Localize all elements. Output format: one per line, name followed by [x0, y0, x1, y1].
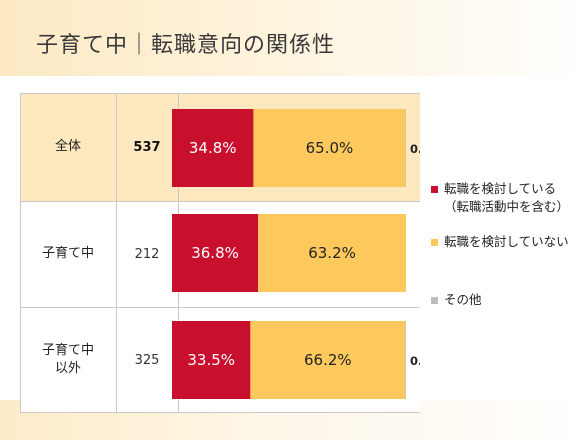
legend-item-not-considering: 転職を検討していない: [431, 233, 569, 251]
bar-segment-considering: [172, 321, 251, 399]
legend-swatch: [431, 297, 438, 304]
legend-item-other: その他: [431, 291, 482, 309]
row-label: 子育て中 以外: [41, 343, 94, 376]
row-label: 子育て中: [41, 246, 94, 262]
grid-line: [20, 412, 420, 413]
grid-line: [20, 201, 420, 202]
row-sample-size: 325: [134, 352, 160, 368]
bar-segment-considering: [172, 109, 254, 187]
legend-label: その他: [444, 292, 482, 307]
chart-table: 全体 子育て中 子育て中 以外 537 212 325 34.8% 65.0% 0.…: [20, 93, 420, 413]
row-sample-size: 537: [133, 139, 161, 155]
legend-item-considering: 転職を検討している （転職活動中を含む）: [431, 180, 569, 216]
data-label-considering: 36.8%: [191, 244, 239, 262]
data-label-other: 0.2%: [410, 142, 420, 156]
grid-line: [116, 93, 117, 413]
bar-segment-not-considering: [258, 214, 406, 292]
bar-segment-not-considering: [253, 109, 406, 187]
data-label-not-considering: 66.2%: [304, 351, 352, 369]
data-label-considering: 33.5%: [187, 351, 235, 369]
row-label: 全体: [54, 139, 81, 155]
legend-label: 転職を検討している （転職活動中を含む）: [444, 181, 570, 215]
row-sample-size: 212: [134, 246, 160, 262]
grid-line: [20, 93, 21, 413]
page-title: 子育て中｜転職意向の関係性: [36, 33, 336, 58]
stacked-bar-plot: 34.8% 65.0% 0.2% 36.8% 63.2% 33.5% 66.2% 0.3%: [172, 109, 420, 399]
grid-line: [20, 307, 420, 308]
legend-label: 転職を検討していない: [444, 234, 569, 249]
title-band: [0, 0, 586, 76]
legend-swatch: [431, 186, 438, 193]
data-label-considering: 34.8%: [189, 139, 237, 157]
bar-segment-not-considering: [250, 321, 406, 399]
bar-segment-considering: [172, 214, 259, 292]
data-label-other: 0.3%: [410, 354, 420, 368]
grid-line: [20, 93, 420, 94]
data-label-not-considering: 63.2%: [308, 244, 356, 262]
legend-swatch: [431, 239, 438, 246]
bar-segment-other: [405, 321, 406, 399]
data-label-not-considering: 65.0%: [306, 139, 354, 157]
